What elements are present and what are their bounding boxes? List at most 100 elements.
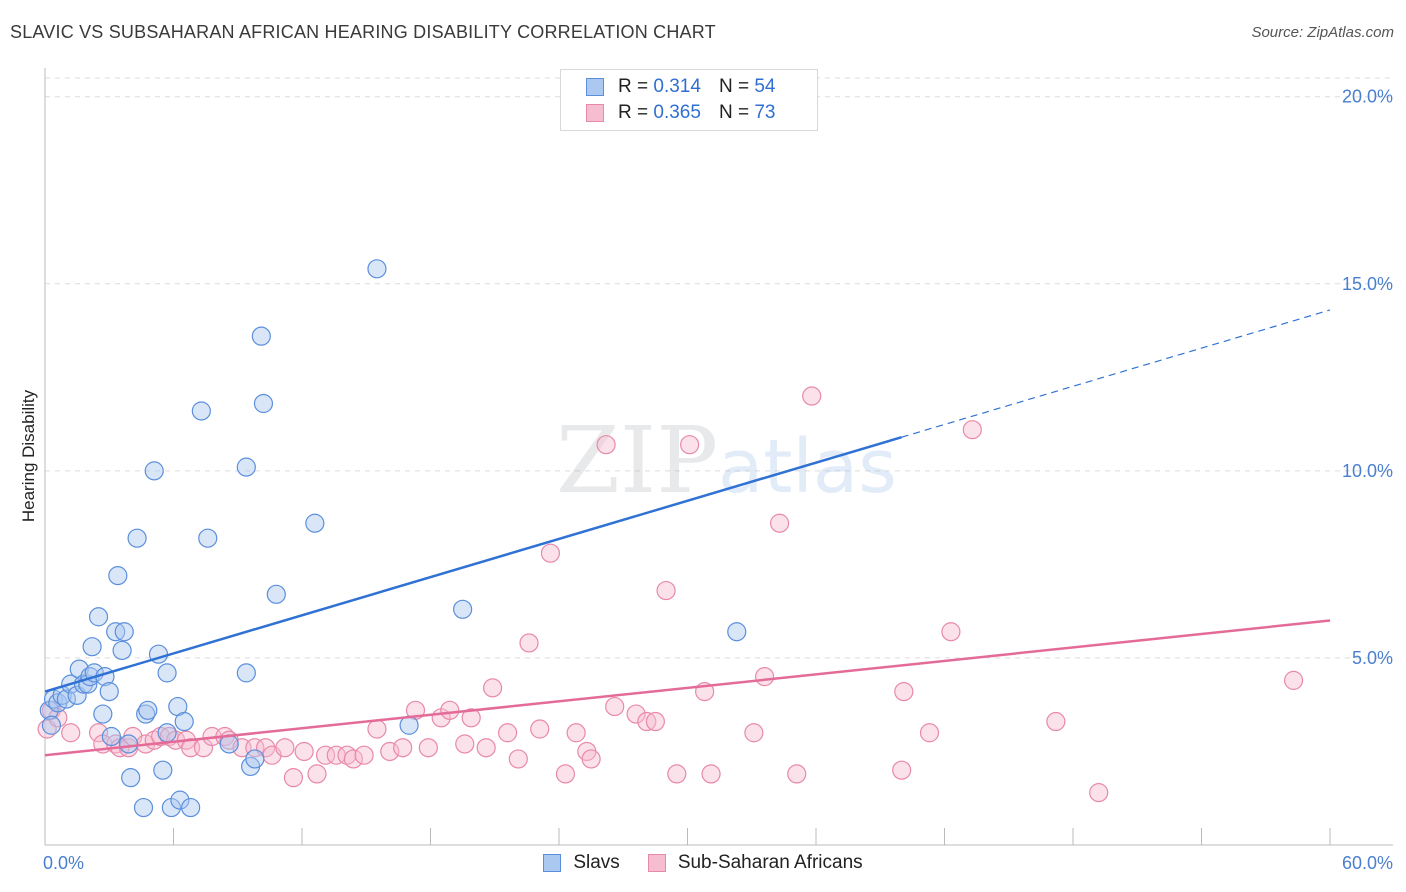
ssa-point [626, 704, 646, 724]
ssa-point [596, 435, 616, 455]
slavs-trend-extension [901, 309, 1331, 438]
ssa-point [605, 696, 625, 717]
ssa-point [367, 719, 387, 739]
slav-point [174, 711, 194, 732]
legend-swatch-slavs [586, 78, 604, 96]
x-tick-label: 0.0% [43, 853, 84, 873]
y-tick-label: 10.0% [1342, 461, 1393, 481]
ssa-point [581, 749, 601, 769]
ssa-point [555, 764, 576, 784]
ssa-point [962, 420, 982, 440]
ssa-point [645, 711, 665, 732]
slav-point [251, 326, 271, 346]
y-tick-label: 20.0% [1342, 87, 1393, 107]
ssa-point [701, 764, 721, 784]
slav-point [138, 700, 158, 720]
slav-point [170, 790, 190, 810]
ssa-point [294, 741, 314, 762]
legend-swatch-slavs [543, 854, 562, 872]
ssa-point [315, 745, 336, 765]
slav-point [118, 734, 139, 754]
ssa-trend-line [44, 619, 1331, 757]
ssa-point [440, 700, 460, 720]
slav-point [121, 768, 141, 788]
ssa-point [307, 764, 327, 784]
slav-point [727, 622, 747, 642]
legend-row-slavs: R = 0.314 N = 54 [586, 75, 775, 99]
slav-point [127, 528, 147, 548]
slav-point [157, 723, 177, 743]
ssa-point [667, 764, 687, 784]
ssa-point [245, 738, 265, 758]
stats-legend: R = 0.314 N = 54 R = 0.365 N = 73 [560, 69, 818, 131]
legend-n-value: 54 [754, 76, 776, 97]
ssa-point [61, 723, 81, 743]
ssa-point [508, 749, 528, 769]
slav-point [82, 637, 102, 657]
ssa-point [802, 386, 822, 406]
ssa-point [418, 738, 438, 758]
ssa-point [919, 723, 940, 743]
ssa-point [354, 745, 374, 765]
slav-point [101, 726, 121, 747]
ssa-point [88, 723, 109, 743]
legend-label-slavs: Slavs [573, 852, 620, 873]
slav-point [144, 461, 164, 481]
slavs-series [39, 259, 747, 818]
ssa-point [530, 719, 550, 739]
slav-point [453, 599, 473, 619]
slav-point [112, 640, 132, 661]
slav-point [157, 663, 177, 683]
ssa-point [380, 741, 400, 762]
slav-point [266, 584, 286, 604]
ssa-point [769, 513, 790, 533]
legend-r-value: 0.365 [653, 102, 701, 123]
ssa-point [393, 738, 413, 758]
legend-n-label: N = [718, 102, 750, 123]
legend-swatch-ssa [647, 854, 666, 872]
slav-point [153, 760, 173, 780]
legend-item-ssa[interactable]: Sub-Saharan Africans [647, 852, 863, 874]
slav-point [69, 659, 89, 679]
slav-point [88, 607, 109, 627]
legend-r-value: 0.314 [653, 76, 701, 97]
grid-lines [45, 77, 1393, 659]
slav-point [133, 797, 154, 818]
slav-point [114, 622, 134, 642]
ssa-point [283, 768, 304, 788]
legend-r-label: R = [618, 76, 649, 97]
slav-point [181, 797, 201, 818]
y-tick-label: 5.0% [1352, 648, 1393, 668]
legend-swatch-ssa [586, 104, 604, 122]
ssa-point [941, 622, 961, 642]
ssa-point [744, 723, 764, 743]
watermark-zip: ZIP [556, 407, 718, 514]
ssa-point [1046, 711, 1066, 732]
slav-point [236, 457, 256, 477]
ssa-point [461, 708, 481, 728]
ssa-point [455, 734, 475, 754]
slav-point [56, 689, 77, 709]
slav-point [99, 681, 119, 702]
ssa-point [892, 760, 912, 780]
legend-n-label: N = [718, 76, 750, 97]
legend-item-slavs[interactable]: Slavs [543, 852, 620, 874]
y-axis-label: Hearing Disability [19, 389, 38, 522]
ssa-point [540, 543, 561, 563]
ssa-point [275, 738, 295, 758]
ssa-point [894, 681, 914, 702]
slav-point [198, 528, 218, 548]
ssa-point [483, 678, 503, 698]
ssa-point [656, 580, 676, 601]
chart-title: SLAVIC VS SUBSAHARAN AFRICAN HEARING DIS… [10, 22, 716, 42]
ssa-point [1283, 670, 1304, 690]
watermark-atlas: atlas [718, 424, 897, 510]
slav-point [245, 749, 265, 769]
ssa-point [498, 723, 518, 743]
y-tick-label: 15.0% [1342, 274, 1393, 294]
trend-lines [44, 309, 1331, 757]
axes [44, 68, 1393, 846]
slav-point [108, 566, 128, 586]
slav-point [93, 704, 113, 724]
